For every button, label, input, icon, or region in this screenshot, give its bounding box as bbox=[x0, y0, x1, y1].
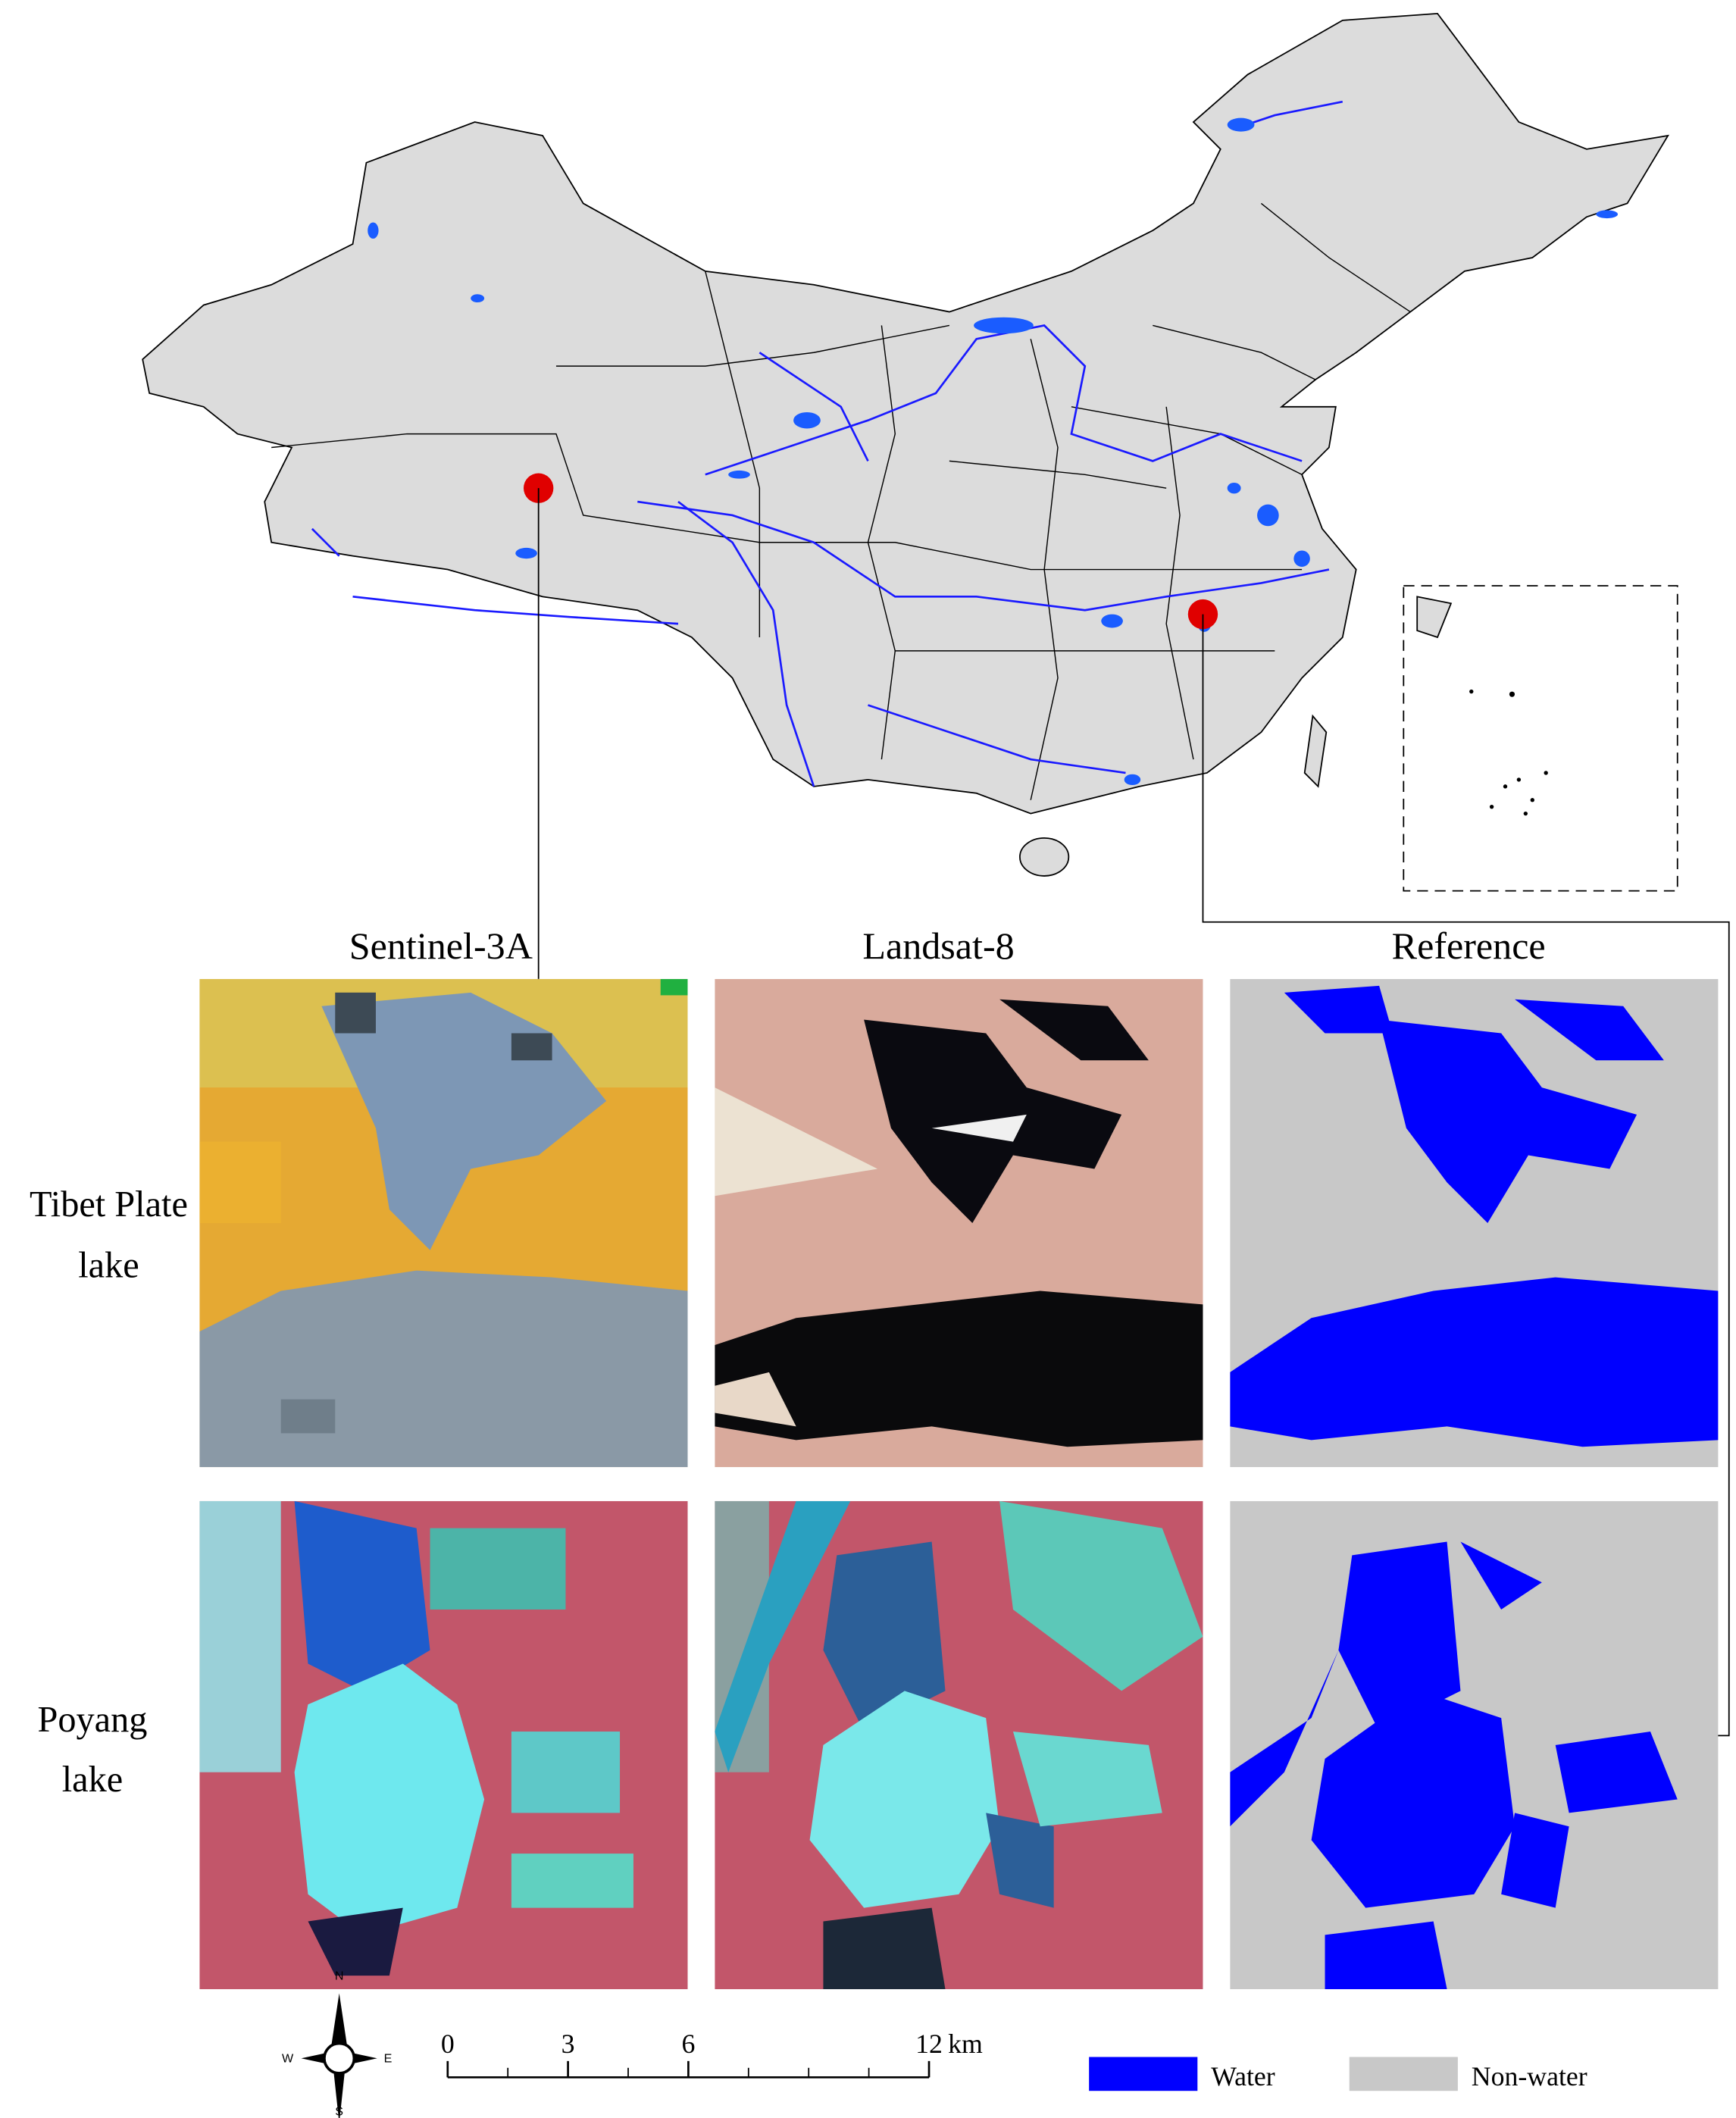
compass-label: N bbox=[335, 1969, 344, 1982]
image-panel bbox=[199, 1500, 688, 1990]
scale-bar-label: 12 bbox=[915, 2029, 943, 2059]
row-label: Poyang bbox=[38, 1700, 148, 1740]
lakes bbox=[368, 117, 1619, 786]
legend-swatch bbox=[1089, 2057, 1198, 2091]
leader-line bbox=[1202, 614, 1730, 1737]
scale-bar-unit: km bbox=[948, 2029, 983, 2059]
column-title: Sentinel-3A bbox=[349, 924, 533, 967]
island bbox=[1019, 837, 1070, 877]
scale-bar-label: 3 bbox=[561, 2029, 575, 2059]
column-title: Reference bbox=[1392, 924, 1546, 967]
scale-bar-label: 0 bbox=[441, 2029, 455, 2059]
row-label: Tibet Plate bbox=[30, 1184, 188, 1225]
image-panel bbox=[1230, 978, 1719, 1468]
row-label: lake bbox=[78, 1246, 139, 1286]
island bbox=[1303, 714, 1328, 788]
legend: Water Non-water bbox=[1089, 2057, 1587, 2091]
inset-islands bbox=[1416, 596, 1548, 816]
legend-label: Non-water bbox=[1472, 2061, 1587, 2091]
image-panel bbox=[199, 978, 688, 1468]
image-panel bbox=[715, 978, 1203, 1468]
legend-swatch bbox=[1349, 2057, 1458, 2091]
china-map bbox=[142, 12, 1730, 1737]
image-panel bbox=[715, 1500, 1203, 1990]
compass-label: S bbox=[335, 2104, 343, 2118]
row-label: lake bbox=[62, 1760, 123, 1800]
compass: N S W E bbox=[282, 1969, 393, 2118]
legend-label: Water bbox=[1211, 2061, 1275, 2091]
scale-bar: 0 3 6 12 km bbox=[441, 2029, 983, 2079]
inset-frame bbox=[1403, 585, 1678, 892]
column-title: Landsat-8 bbox=[862, 924, 1014, 967]
scale-bar-label: 6 bbox=[681, 2029, 695, 2059]
compass-label: W bbox=[282, 2052, 294, 2066]
country-outline bbox=[142, 12, 1669, 815]
image-panel bbox=[1230, 1500, 1719, 1990]
province-borders bbox=[271, 202, 1411, 800]
compass-label: E bbox=[384, 2052, 393, 2066]
